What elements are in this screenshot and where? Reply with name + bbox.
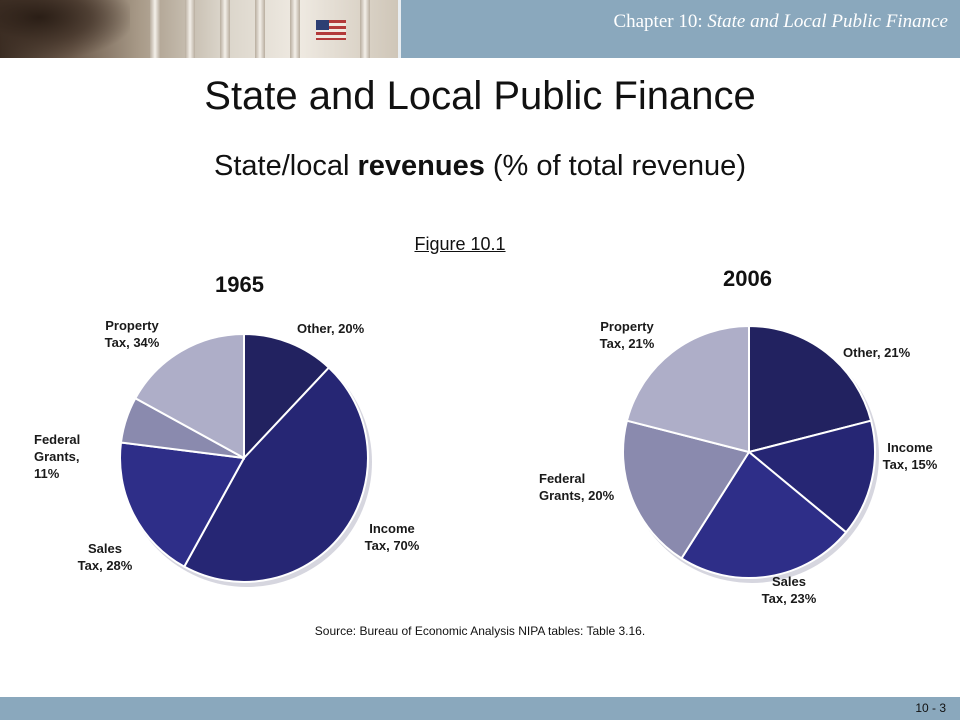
header-photo [0,0,398,58]
chapter-prefix: Chapter 10: [613,11,708,32]
subtitle-pre: State/local [214,150,358,182]
page-number: 10 - 3 [915,701,946,715]
photo-tree [0,0,130,58]
header-divider [398,0,401,58]
subtitle-bold: revenues [357,150,485,182]
pie-2006 [622,324,879,583]
pie-title-2006: 2006 [723,266,772,291]
slice-label-income-tax: Income Tax, 15% [883,440,938,472]
slice-federal-grants [622,419,751,560]
slice-income-tax [182,366,369,583]
photo-column [255,0,265,58]
photo-column [290,0,300,58]
slice-label-sales-tax: Sales Tax, 23% [762,574,817,606]
flag-canton [316,20,329,30]
source-note: Source: Bureau of Economic Analysis NIPA… [314,624,646,638]
slice-label-property-tax: Property Tax, 34% [105,318,160,350]
slice-label-federal-grants: Federal Grants, 20% [539,471,615,503]
slide-title: State and Local Public Finance [204,74,756,118]
slice-label-income-tax: Income Tax, 70% [365,521,420,553]
pie-1965 [119,332,372,587]
slice-sales-tax [680,450,848,579]
slice-label-sales-tax: Sales Tax, 28% [78,541,133,573]
slice-sales-tax [119,441,246,569]
pie-title-1965: 1965 [215,272,264,297]
slice-label-other: Other, 20% [297,321,365,336]
chapter-title: State and Local Public Finance [707,11,948,32]
slice-other [748,324,873,454]
slice-label-federal-grants: Federal Grants, 11% [34,432,80,481]
slice-property-tax [133,332,245,460]
slice-label-property-tax: Property Tax, 21% [600,319,655,351]
figure-label: Figure 10.1 [414,234,506,254]
slice-other [243,332,331,461]
photo-column [220,0,230,58]
subtitle-post: (% of total revenue) [484,150,746,182]
photo-column [150,0,160,58]
slice-property-tax [625,324,750,454]
photo-column [185,0,195,58]
slice-label-other: Other, 21% [843,345,911,360]
photo-column [360,0,370,58]
chapter-label: Chapter 10: State and Local Public Finan… [613,11,948,33]
footer-bar: 10 - 3 [0,697,960,720]
slide-subtitle: State/local revenues (% of total revenue… [0,150,960,183]
slice-income-tax [746,419,876,534]
